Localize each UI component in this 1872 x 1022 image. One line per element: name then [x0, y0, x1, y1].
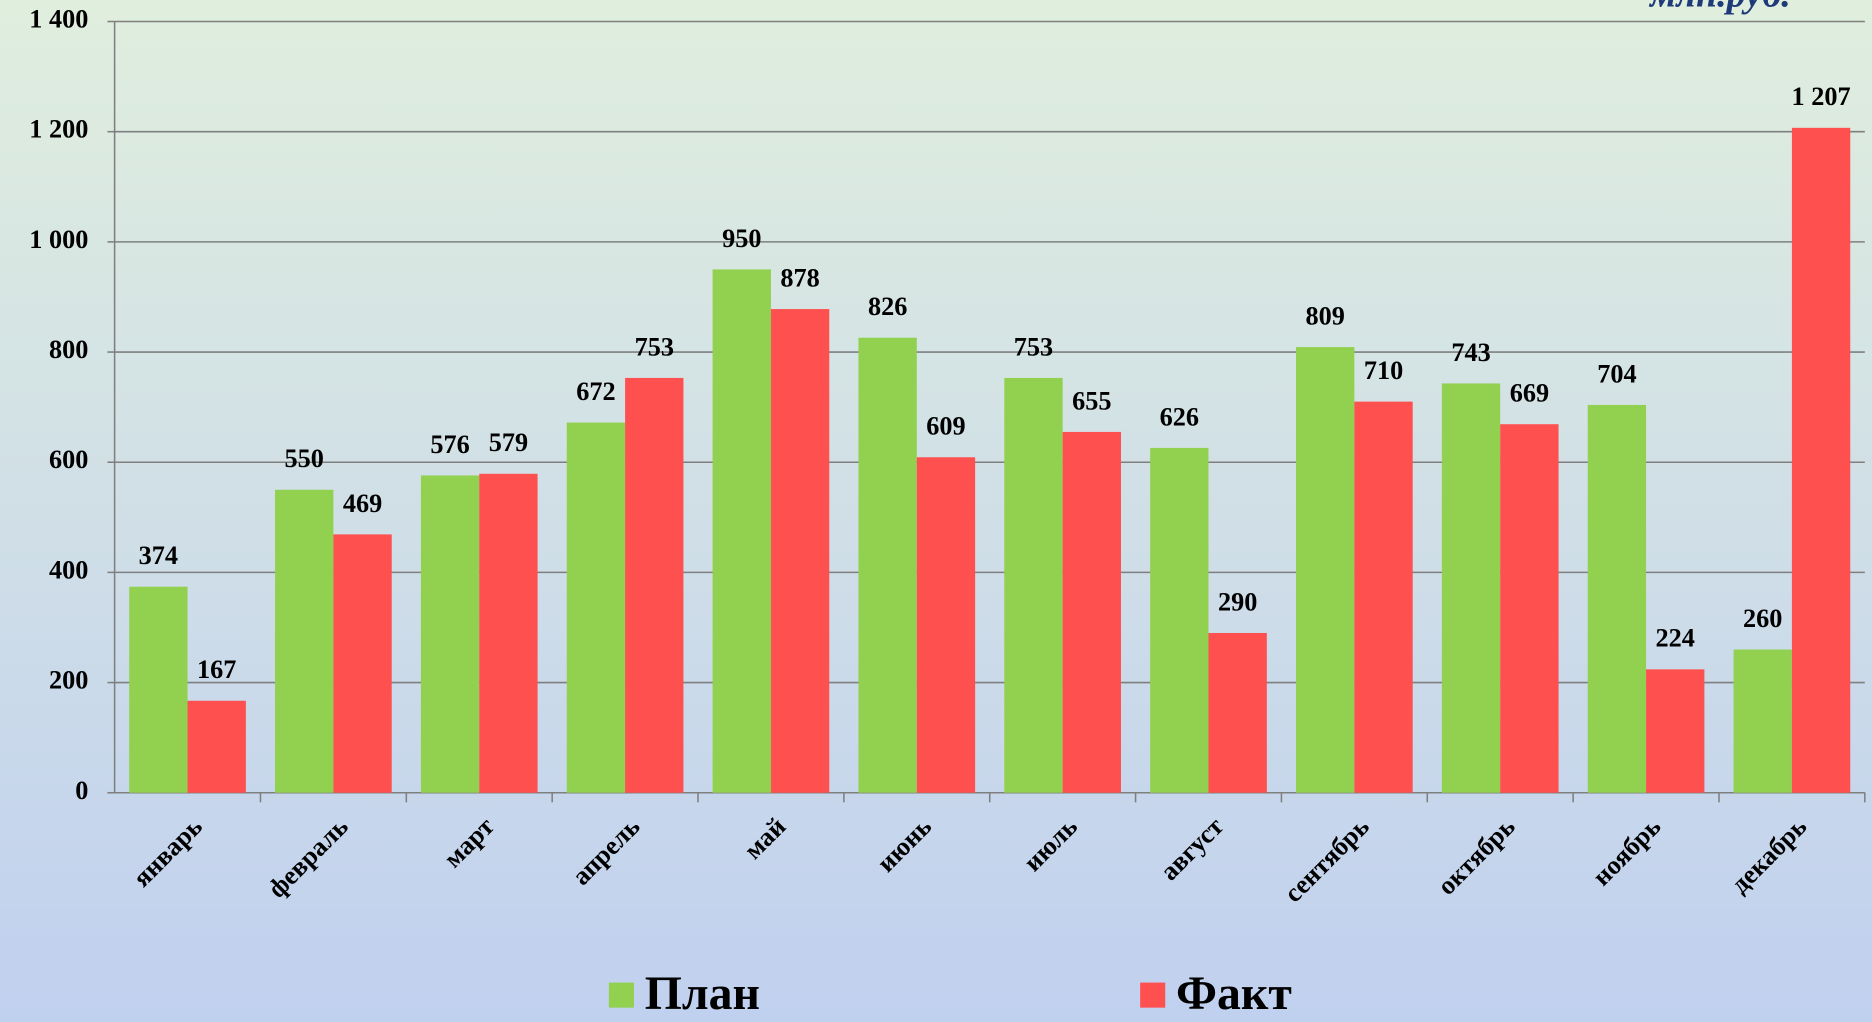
bar	[1150, 447, 1209, 793]
bar	[1791, 127, 1851, 793]
data-label: 469	[343, 489, 382, 518]
data-label: 579	[489, 428, 528, 457]
bar	[479, 473, 538, 793]
y-tick-label: 1 400	[29, 5, 88, 34]
y-tick-label: 0	[75, 776, 88, 805]
x-tick-label: декабрь	[1725, 812, 1812, 899]
y-tick-label: 800	[49, 335, 88, 364]
bar	[1500, 424, 1559, 793]
data-label: 655	[1072, 386, 1111, 415]
data-label: 809	[1305, 301, 1344, 330]
y-tick-label: 400	[49, 555, 88, 584]
bar	[916, 457, 976, 793]
bar	[1646, 669, 1705, 793]
legend-label: Факт	[1176, 967, 1292, 1020]
x-tick-label: апрель	[567, 812, 646, 891]
data-label: 704	[1597, 359, 1636, 388]
data-label: 1 207	[1792, 82, 1851, 111]
bar	[625, 377, 684, 793]
bar	[770, 309, 830, 793]
x-tick-label: сентябрь	[1279, 812, 1375, 908]
data-label: 290	[1218, 587, 1257, 616]
data-label: 743	[1451, 338, 1490, 367]
data-label: 626	[1160, 402, 1199, 431]
data-label: 950	[722, 224, 761, 253]
bar	[1062, 431, 1121, 793]
data-label: 669	[1510, 379, 1549, 408]
bar	[1733, 649, 1792, 793]
x-tick-label: август	[1155, 812, 1229, 886]
data-label: 753	[1014, 332, 1053, 361]
bar	[1354, 401, 1413, 793]
data-label: 550	[285, 444, 324, 473]
data-label: 609	[926, 412, 965, 441]
data-label: 753	[635, 332, 674, 361]
legend-label: План	[645, 967, 760, 1020]
legend-swatch	[608, 982, 634, 1008]
x-tick-label: октябрь	[1432, 812, 1521, 901]
y-tick-label: 1 000	[29, 225, 88, 254]
x-tick-label: январь	[127, 812, 208, 893]
x-tick-label: ноябрь	[1587, 812, 1667, 892]
x-tick-label: июнь	[871, 812, 937, 878]
data-label: 374	[139, 541, 178, 570]
data-label: 878	[780, 263, 819, 292]
bar	[333, 534, 392, 793]
y-tick-label: 200	[49, 666, 88, 695]
data-label: 260	[1743, 604, 1782, 633]
bar	[275, 489, 334, 793]
bar	[187, 700, 246, 793]
bar	[1587, 404, 1647, 793]
data-label: 826	[868, 292, 907, 321]
data-label: 224	[1656, 624, 1695, 653]
bar	[858, 337, 917, 793]
bar	[566, 422, 626, 793]
x-tick-label: февраль	[262, 812, 354, 904]
bar	[1441, 383, 1501, 793]
x-tick-label: март	[438, 812, 500, 874]
bar	[712, 269, 771, 793]
unit-annotation: млн.руб.	[1648, 0, 1791, 15]
bar	[1296, 347, 1355, 793]
data-label: 576	[430, 430, 469, 459]
y-tick-label: 1 200	[29, 115, 88, 144]
x-tick-label: май	[738, 812, 791, 865]
data-label: 672	[576, 377, 615, 406]
x-tick-label: июль	[1018, 812, 1083, 877]
bar	[129, 586, 188, 793]
bar	[420, 475, 480, 793]
bar	[1208, 632, 1267, 793]
data-label: 710	[1364, 356, 1403, 385]
bar	[1004, 377, 1063, 793]
data-label: 167	[197, 655, 236, 684]
y-tick-label: 600	[49, 445, 88, 474]
legend-swatch	[1140, 982, 1166, 1008]
